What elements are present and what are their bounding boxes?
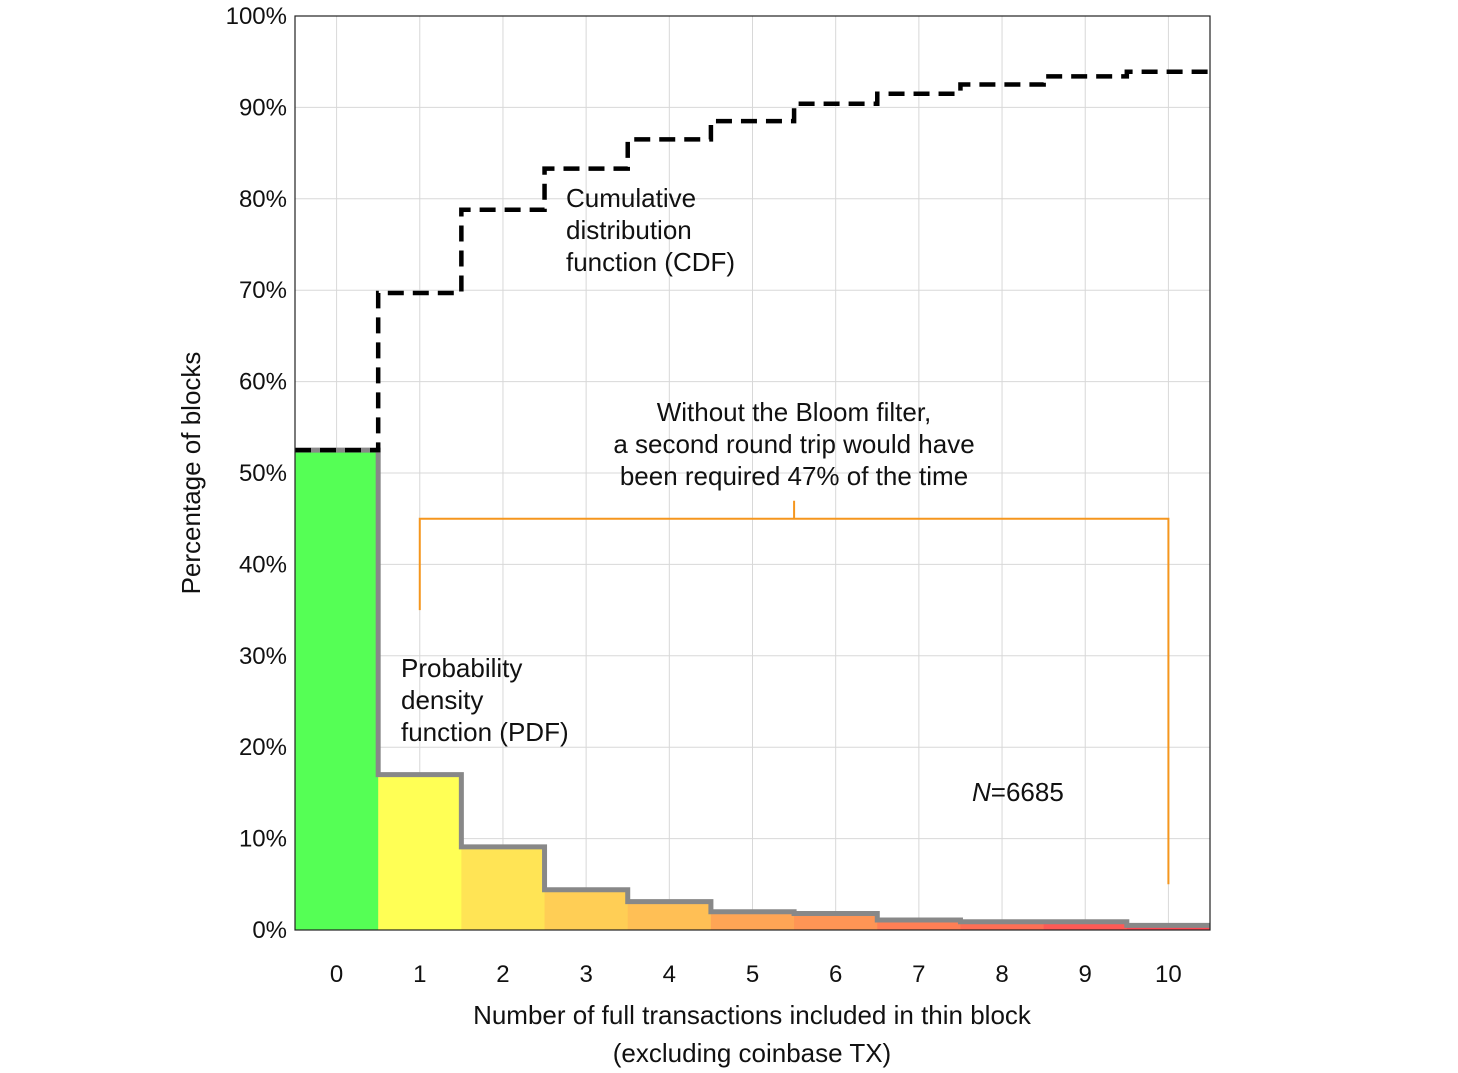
cdf-label-line: function (CDF) [566, 247, 735, 277]
y-tick-label: 100% [226, 3, 287, 30]
pdf-bar [295, 450, 379, 930]
x-tick-label: 7 [912, 961, 925, 988]
x-tick-label: 8 [995, 961, 1008, 988]
pdf-bar [960, 921, 1045, 930]
x-tick-label: 10 [1155, 961, 1182, 988]
pdf-label-line: function (PDF) [401, 717, 569, 747]
pdf-bar [461, 846, 546, 930]
pdf-label-line: Probability [401, 653, 522, 683]
plot-frame [294, 15, 1211, 931]
y-tick-label: 80% [239, 186, 287, 213]
pdf-bar [1043, 921, 1128, 930]
y-tick-label: 60% [239, 369, 287, 396]
cdf-label-line: distribution [566, 215, 692, 245]
y-tick-label: 90% [239, 94, 287, 121]
x-tick-label: 6 [829, 961, 842, 988]
pdf-annotation: Probability density function (PDF) [401, 653, 569, 747]
x-tick-label: 2 [496, 961, 509, 988]
y-tick-label: 50% [239, 460, 287, 487]
y-tick-label: 20% [239, 734, 287, 761]
pdf-bar [794, 913, 878, 930]
cdf-annotation: Cumulative distribution function (CDF) [566, 183, 735, 277]
sample-size-label: N=6685 [972, 777, 1064, 807]
bloom-bracket [418, 500, 1170, 885]
pdf-label-line: density [401, 685, 483, 715]
x-tick-label: 9 [1079, 961, 1092, 988]
x-tick-label: 1 [413, 961, 426, 988]
x-tick-label: 4 [663, 961, 676, 988]
pdf-bar [627, 901, 712, 930]
x-axis-label-line1: Number of full transactions included in … [473, 1000, 1032, 1030]
x-axis-label-line2: (excluding coinbase TX) [613, 1038, 891, 1068]
y-tick-label: 70% [239, 277, 287, 304]
pdf-bar [378, 774, 462, 930]
bloom-filter-annotation: Without the Bloom filter, a second round… [613, 397, 974, 491]
pdf-bars [295, 450, 1211, 930]
pdf-bar [877, 919, 961, 930]
pdf-bar [544, 889, 629, 930]
y-tick-label: 10% [239, 826, 287, 853]
y-axis-label: Percentage of blocks [176, 352, 206, 595]
y-axis-ticks: 0% 10% 20% 30% 40% 50% 60% 70% 80% 90% 100% [226, 3, 287, 944]
cdf-label-line: Cumulative [566, 183, 696, 213]
pdf-bar [710, 911, 795, 930]
bloom-note-line: been required 47% of the time [620, 461, 968, 491]
pdf-outline [295, 447, 1210, 928]
cdf-step-line [295, 69, 1210, 453]
bloom-note-line: a second round trip would have [613, 429, 974, 459]
sample-size-n: N [972, 777, 991, 807]
y-tick-label: 40% [239, 551, 287, 578]
bloom-note-line: Without the Bloom filter, [657, 397, 932, 427]
sample-size-value: =6685 [991, 777, 1064, 807]
x-axis-ticks: 0 1 2 3 4 5 6 7 8 9 10 [330, 961, 1182, 988]
x-tick-label: 3 [579, 961, 592, 988]
y-tick-label: 0% [252, 917, 287, 944]
y-tick-label: 30% [239, 643, 287, 670]
x-tick-label: 0 [330, 961, 343, 988]
x-tick-label: 5 [746, 961, 759, 988]
